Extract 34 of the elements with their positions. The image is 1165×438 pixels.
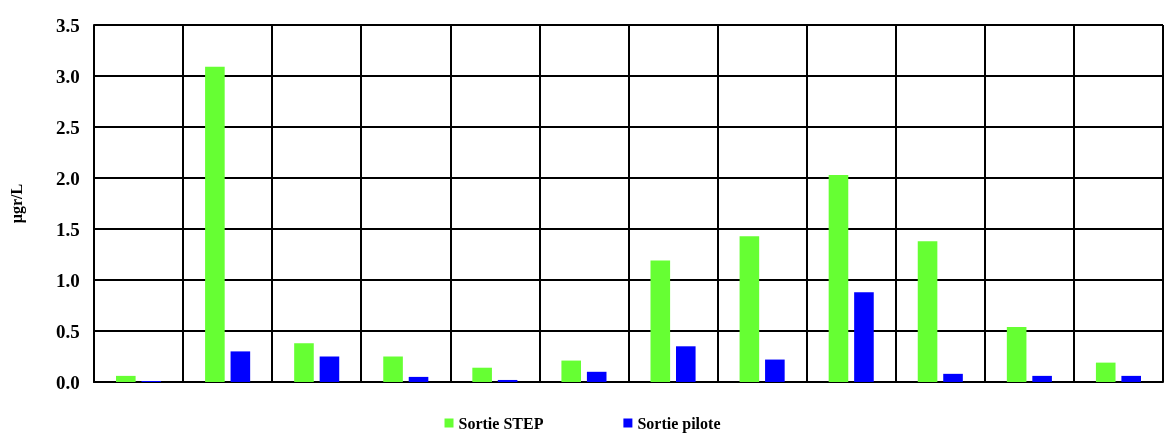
y-tick-label: 2.0 [56,167,80,189]
bar [828,174,849,382]
bar [497,379,518,382]
bar [472,367,492,382]
bar [854,292,874,382]
bar [650,260,671,382]
bar [675,346,696,382]
bar [586,371,607,382]
bar [116,375,136,382]
bar [1095,362,1116,382]
bar [765,359,785,382]
y-tick-label: 2.5 [56,116,80,138]
y-tick-label: 1.5 [56,218,80,240]
bar [319,356,340,382]
bar [205,66,225,382]
bar [1121,375,1141,382]
bar [943,373,963,382]
legend-label: Sortie STEP [458,414,544,432]
y-tick-label: 3.0 [56,65,80,87]
bar [1032,375,1052,382]
bar [917,241,938,382]
y-tick-label: 0.5 [56,320,80,342]
y-tick-label: 1.0 [56,269,80,291]
bar [739,236,760,382]
legend-label: Sortie pilote [637,414,721,433]
bar [408,376,429,382]
y-axis-title: µgr/L [7,183,26,224]
bar [383,356,403,382]
bar [561,360,582,382]
bar [230,351,251,382]
bar [1006,326,1027,382]
y-tick-label: 3.5 [56,14,80,36]
y-tick-label: 0.0 [56,371,80,393]
bar [294,343,314,382]
